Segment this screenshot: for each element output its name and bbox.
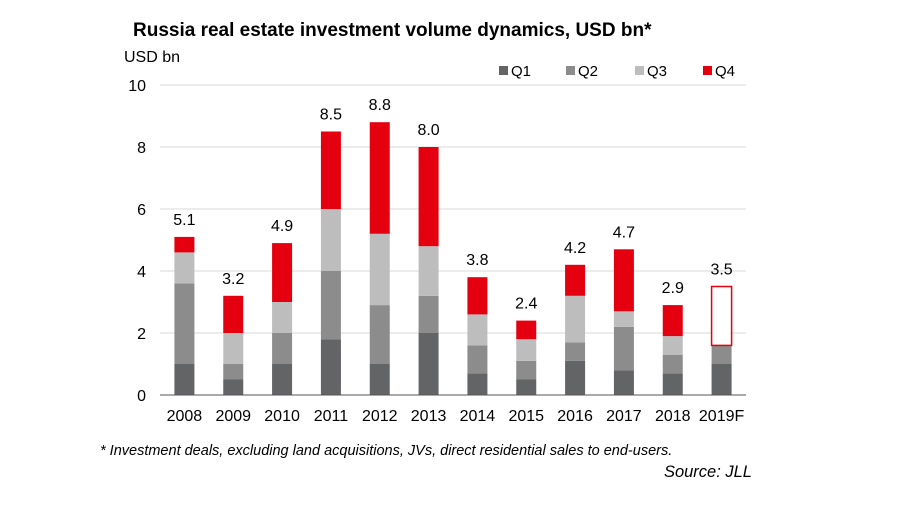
x-tick-label-2010: 2010	[264, 408, 300, 425]
data-label-2016: 4.2	[564, 240, 586, 257]
x-tick-label-2009: 2009	[215, 408, 251, 425]
bar-q1-2014	[467, 373, 488, 395]
x-tick-label-2017: 2017	[606, 408, 642, 425]
legend-swatch-q1	[499, 66, 508, 75]
legend: Q1 Q2 Q3 Q4	[499, 63, 735, 80]
bar-q4-2017	[613, 249, 634, 312]
bar-q1-2016	[565, 360, 586, 395]
bar-q2-2018	[662, 354, 683, 374]
legend-swatch-q3	[635, 66, 644, 75]
x-tick-label-2008: 2008	[167, 408, 203, 425]
x-tick-label-2015: 2015	[508, 408, 544, 425]
x-tick-labels: 2008 2009 2010 2011 2012 2013 2014 2015 2016 2017…	[167, 408, 745, 425]
bar-q4-2015	[516, 320, 537, 340]
y-tick-label: 6	[137, 202, 146, 219]
bar-q1-2019F	[711, 364, 732, 395]
bar-q4-2019F	[710, 285, 733, 347]
legend-label-q1: Q1	[511, 63, 531, 80]
bar-q2-2010	[272, 333, 293, 364]
x-tick-label-2019F: 2019F	[699, 408, 745, 425]
bar-q2-2011	[320, 271, 341, 340]
y-tick-label: 0	[137, 388, 146, 405]
bar-q2-2014	[467, 345, 488, 374]
bar-q4-2009	[223, 295, 244, 333]
data-labels: 5.1 3.2 4.9 8.5 8.8 8.0 3.8 2.4 4.2 4.7 2.9 3.5	[173, 97, 733, 312]
y-tick-label: 8	[137, 140, 146, 157]
x-tick-label-2012: 2012	[362, 408, 398, 425]
bar-q4-2018	[662, 305, 683, 337]
bar-q2-2017	[613, 326, 634, 371]
y-axis-label: USD bn	[124, 49, 180, 66]
bar-q1-2012	[369, 364, 390, 395]
bar-q4-2011	[320, 131, 341, 209]
bar-q4-2016	[565, 264, 586, 296]
chart-title: Russia real estate investment volume dyn…	[133, 20, 652, 41]
bar-q1-2015	[516, 379, 537, 395]
bar-q2-2012	[369, 305, 390, 364]
data-label-2018: 2.9	[662, 280, 684, 297]
bar-q3-2018	[662, 336, 683, 355]
data-label-2008: 5.1	[173, 212, 195, 229]
x-tick-label-2014: 2014	[460, 408, 496, 425]
bar-q1-2009	[223, 379, 244, 395]
legend-label-q4: Q4	[715, 63, 735, 80]
bar-q4-2014	[467, 277, 488, 315]
bar-q1-2013	[418, 333, 439, 395]
bar-segments	[174, 122, 733, 395]
bar-q3-2011	[320, 209, 341, 271]
bar-q3-2009	[223, 333, 244, 364]
bar-q3-2010	[272, 302, 293, 333]
legend-label-q2: Q2	[578, 63, 598, 80]
bar-q1-2011	[320, 339, 341, 395]
data-label-2019F: 3.5	[710, 262, 732, 279]
bar-q3-2012	[369, 233, 390, 306]
gridlines	[160, 84, 746, 334]
x-tick-label-2016: 2016	[557, 408, 593, 425]
bar-q3-2017	[613, 311, 634, 327]
data-label-2013: 8.0	[417, 122, 439, 139]
bar-q2-2015	[516, 360, 537, 380]
data-label-2014: 3.8	[466, 252, 488, 269]
x-tick-label-2011: 2011	[314, 408, 349, 425]
data-label-2012: 8.8	[369, 97, 391, 114]
data-label-2017: 4.7	[613, 224, 635, 241]
bar-q3-2013	[418, 246, 439, 296]
data-label-2010: 4.9	[271, 218, 293, 235]
bar-q1-2008	[174, 364, 195, 395]
y-tick-label: 10	[128, 78, 146, 95]
footnote: * Investment deals, excluding land acqui…	[100, 443, 672, 459]
bar-q3-2008	[174, 252, 195, 284]
data-label-2015: 2.4	[515, 296, 537, 313]
data-label-2011: 8.5	[320, 107, 342, 124]
bar-q3-2016	[565, 295, 586, 343]
bar-q3-2014	[467, 314, 488, 346]
bar-q2-2013	[418, 295, 439, 333]
bar-q4-2012	[369, 122, 390, 234]
y-tick-label: 4	[137, 264, 146, 281]
source-label: Source: JLL	[664, 463, 752, 481]
bar-q4-2010	[272, 243, 293, 302]
y-tick-label: 2	[137, 326, 146, 343]
bar-q1-2018	[662, 373, 683, 395]
y-tick-labels: 0 2 4 6 8 10	[128, 78, 146, 405]
bar-q4-2008	[174, 236, 195, 253]
bar-q4-2013	[418, 147, 439, 247]
bar-q2-2016	[565, 342, 586, 361]
legend-swatch-q4	[703, 66, 712, 75]
bar-q1-2017	[613, 370, 634, 395]
legend-label-q3: Q3	[647, 63, 667, 80]
bar-q3-2015	[516, 339, 537, 361]
data-label-2009: 3.2	[222, 271, 244, 288]
bar-q2-2008	[174, 283, 195, 364]
bar-q1-2010	[272, 364, 293, 395]
bar-q2-2019F	[711, 345, 732, 364]
x-tick-label-2018: 2018	[655, 408, 691, 425]
bar-q2-2009	[223, 364, 244, 380]
legend-swatch-q2	[566, 66, 575, 75]
x-tick-label-2013: 2013	[411, 408, 447, 425]
